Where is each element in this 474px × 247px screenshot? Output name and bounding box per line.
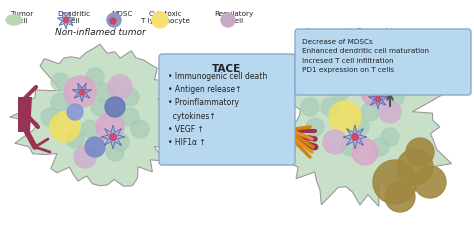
Circle shape: [108, 75, 132, 99]
FancyBboxPatch shape: [295, 29, 471, 95]
Circle shape: [105, 97, 125, 117]
Circle shape: [85, 137, 105, 157]
Circle shape: [121, 108, 139, 126]
Circle shape: [352, 133, 358, 141]
Polygon shape: [368, 90, 388, 109]
Text: Cytotoxic
T lymphocyte: Cytotoxic T lymphocyte: [142, 11, 191, 24]
Circle shape: [96, 83, 114, 101]
Polygon shape: [18, 97, 32, 132]
Circle shape: [331, 83, 349, 101]
Polygon shape: [101, 125, 125, 149]
Circle shape: [381, 128, 399, 146]
Circle shape: [351, 118, 369, 136]
Circle shape: [414, 166, 446, 198]
Circle shape: [131, 120, 149, 138]
Circle shape: [64, 76, 96, 108]
Circle shape: [321, 98, 339, 116]
Text: MDSC: MDSC: [111, 11, 133, 17]
Polygon shape: [343, 125, 367, 149]
Circle shape: [306, 118, 324, 136]
Circle shape: [221, 13, 235, 27]
Circle shape: [323, 130, 347, 154]
Circle shape: [63, 17, 69, 23]
Circle shape: [67, 104, 83, 120]
Circle shape: [406, 138, 434, 166]
Polygon shape: [72, 83, 92, 102]
Text: Tumor
cell: Tumor cell: [11, 11, 33, 24]
Circle shape: [301, 98, 319, 116]
Text: TACE: TACE: [212, 64, 242, 74]
Polygon shape: [57, 12, 75, 29]
Text: Immune-inflamed tumor: Immune-inflamed tumor: [307, 28, 417, 37]
Text: Non-inflamed tumor: Non-inflamed tumor: [55, 28, 146, 37]
Circle shape: [86, 68, 104, 86]
Circle shape: [379, 101, 401, 123]
Circle shape: [51, 93, 69, 111]
Circle shape: [74, 146, 96, 168]
Circle shape: [91, 98, 109, 116]
Circle shape: [385, 182, 415, 212]
Polygon shape: [271, 53, 452, 206]
Circle shape: [397, 149, 433, 185]
Circle shape: [81, 120, 99, 138]
Circle shape: [96, 113, 124, 141]
Circle shape: [152, 12, 168, 28]
Text: • Immunogenic cell death
• Antigen release↑
• Proinflammatory
  cytokines↑
• VEG: • Immunogenic cell death • Antigen relea…: [168, 72, 267, 147]
Circle shape: [110, 18, 116, 24]
Circle shape: [66, 130, 84, 148]
Ellipse shape: [6, 15, 22, 25]
Circle shape: [109, 133, 117, 141]
Circle shape: [386, 88, 404, 106]
Text: Dendritic
cell: Dendritic cell: [57, 11, 91, 24]
Circle shape: [50, 112, 80, 142]
Circle shape: [361, 78, 389, 106]
Circle shape: [107, 13, 121, 27]
Polygon shape: [9, 44, 179, 186]
Circle shape: [361, 103, 379, 121]
Circle shape: [341, 138, 359, 156]
Circle shape: [371, 138, 389, 156]
Circle shape: [329, 101, 361, 133]
Circle shape: [106, 143, 124, 161]
Circle shape: [375, 96, 381, 102]
Circle shape: [79, 89, 85, 95]
Text: Decrease of MDSCs
Enhanced dendritic cell maturation
Incresed T cell infiltratio: Decrease of MDSCs Enhanced dendritic cel…: [302, 39, 429, 74]
Circle shape: [51, 73, 69, 91]
Circle shape: [373, 160, 417, 204]
FancyBboxPatch shape: [159, 54, 295, 165]
Circle shape: [121, 88, 139, 106]
Text: Regulatory
T cell: Regulatory T cell: [214, 11, 254, 24]
Circle shape: [111, 133, 129, 151]
Circle shape: [41, 108, 59, 126]
Circle shape: [352, 139, 378, 165]
